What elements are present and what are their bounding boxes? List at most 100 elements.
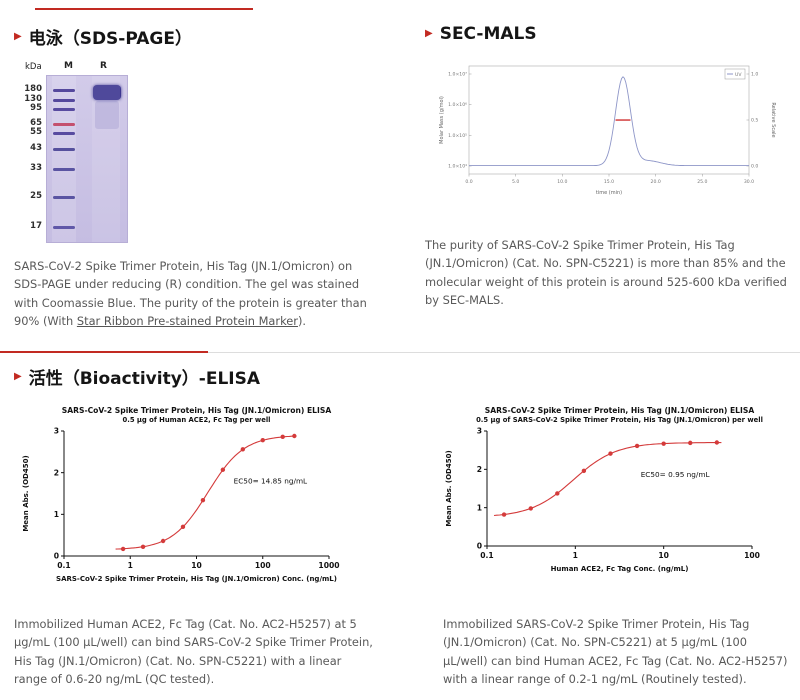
svg-text:2: 2: [54, 468, 59, 477]
svg-text:1: 1: [54, 510, 59, 519]
section-sds-page: ▶ 电泳（SDS-PAGE） kDa M R 180 130 95 65 55 43 33 2…: [14, 24, 406, 331]
section-bioactivity-elisa: ▶ 活性（Bioactivity）-ELISA SARS-CoV-2 Spike…: [14, 364, 800, 689]
svg-text:Molar Mass (g/mol): Molar Mass (g/mol): [439, 96, 445, 144]
svg-text:20.0: 20.0: [651, 179, 661, 185]
svg-text:0.0: 0.0: [465, 179, 472, 185]
sds-page-heading-text: 电泳（SDS-PAGE）: [28, 29, 192, 49]
sec-mals-chart: 1.0×10⁷ 1.0×10⁶ 1.0×10⁵ 1.0×10⁴ 1.0 0.5 0.0 0.0…: [439, 65, 776, 196]
gel-kda-value: 33: [30, 163, 42, 173]
sec-mals-heading-text: SEC-MALS: [439, 24, 537, 44]
elisa-charts-row: SARS-CoV-2 Spike Trimer Protein, His Tag…: [14, 401, 800, 605]
svg-text:3: 3: [477, 427, 482, 436]
gel-kda-value: 17: [30, 221, 42, 231]
svg-text:time (min): time (min): [596, 190, 622, 196]
gel-sample-band: [93, 85, 121, 100]
bioactivity-heading: ▶ 活性（Bioactivity）-ELISA: [14, 364, 800, 389]
gel-plate-image: [46, 75, 128, 243]
section-divider-line: [0, 352, 800, 353]
gel-marker-band: [53, 123, 75, 126]
sds-page-caption: SARS-CoV-2 Spike Trimer Protein, His Tag…: [14, 257, 378, 331]
sds-caption-text-end: ).: [297, 314, 307, 329]
svg-text:UV: UV: [735, 72, 742, 78]
gel-kda-value: 180: [24, 84, 42, 94]
gel-ladder-labels: 180 130 95 65 55 43 33 25 17: [24, 75, 44, 241]
elisa-chart-right: SARS-CoV-2 Spike Trimer Protein, His Tag…: [445, 406, 763, 573]
gel-lane-m-label: M: [64, 61, 73, 71]
bioactivity-heading-text: 活性（Bioactivity）-ELISA: [28, 369, 261, 389]
section-bullet-icon: ▶: [14, 30, 22, 42]
svg-text:10.0: 10.0: [557, 179, 567, 185]
gel-lane-r-label: R: [100, 61, 107, 71]
gel-marker-band: [53, 168, 75, 171]
gel-marker-band: [53, 89, 75, 92]
elisa-caption-left: Immobilized Human ACE2, Fc Tag (Cat. No.…: [14, 617, 373, 687]
gel-header-row: kDa M R: [24, 61, 130, 75]
svg-text:30.0: 30.0: [744, 179, 754, 185]
svg-text:100: 100: [255, 561, 271, 570]
sds-page-heading: ▶ 电泳（SDS-PAGE）: [14, 24, 406, 49]
svg-text:5.0: 5.0: [512, 179, 519, 185]
top-red-divider: [35, 8, 253, 10]
svg-text:25.0: 25.0: [697, 179, 707, 185]
gel-marker-band: [53, 132, 75, 135]
elisa-chart-right-block: SARS-CoV-2 Spike Trimer Protein, His Tag…: [437, 401, 782, 605]
gel-marker-band: [53, 148, 75, 151]
svg-text:1: 1: [477, 503, 482, 512]
elisa-captions-row: Immobilized Human ACE2, Fc Tag (Cat. No.…: [14, 615, 800, 689]
svg-text:Mean Abs. (OD450): Mean Abs. (OD450): [22, 455, 30, 531]
gel-kda-value: 130: [24, 94, 42, 104]
section-bullet-icon: ▶: [14, 370, 22, 382]
svg-text:1.0: 1.0: [751, 72, 758, 78]
svg-text:SARS-CoV-2 Spike Trimer Protei: SARS-CoV-2 Spike Trimer Protein, His Tag…: [56, 575, 337, 583]
svg-text:100: 100: [744, 551, 760, 560]
svg-text:0.5 μg of Human ACE2, Fc Tag p: 0.5 μg of Human ACE2, Fc Tag per well: [123, 416, 271, 424]
sec-mals-heading: ▶ SEC-MALS: [425, 24, 797, 44]
svg-text:1: 1: [573, 551, 578, 560]
sds-caption-text: SARS-CoV-2 Spike Trimer Protein, His Tag…: [14, 259, 367, 329]
svg-text:1.0×10⁶: 1.0×10⁶: [448, 102, 467, 108]
protein-marker-link[interactable]: Star Ribbon Pre-stained Protein Marker: [76, 314, 298, 329]
sds-page-gel-figure: kDa M R 180 130 95 65 55 43 33 25 17: [24, 61, 130, 245]
gel-kda-value: 25: [30, 191, 42, 201]
svg-text:Human ACE2, Fc Tag Conc. (ng/m: Human ACE2, Fc Tag Conc. (ng/mL): [551, 565, 689, 573]
elisa-caption-right: Immobilized SARS-CoV-2 Spike Trimer Prot…: [443, 617, 788, 687]
section-divider-red-accent: [0, 351, 208, 353]
svg-text:0.5: 0.5: [751, 118, 758, 124]
gel-marker-band: [53, 99, 75, 102]
svg-text:0.0: 0.0: [751, 164, 758, 170]
gel-kda-label: kDa: [25, 62, 42, 72]
svg-text:1.0×10⁷: 1.0×10⁷: [448, 72, 467, 78]
svg-text:SARS-CoV-2 Spike Trimer Protei: SARS-CoV-2 Spike Trimer Protein, His Tag…: [62, 406, 332, 415]
svg-text:1000: 1000: [318, 561, 339, 570]
section-sec-mals: ▶ SEC-MALS 1.0×10⁷ 1.0×10⁶ 1.0×10⁵ 1.0×10⁴ 1…: [425, 24, 797, 310]
elisa-chart-left: SARS-CoV-2 Spike Trimer Protein, His Tag…: [22, 406, 340, 583]
svg-text:0: 0: [54, 552, 59, 561]
svg-text:Relative Scale: Relative Scale: [770, 102, 776, 137]
svg-text:1.0×10⁵: 1.0×10⁵: [448, 133, 467, 139]
gel-kda-value: 55: [30, 127, 42, 137]
section-bullet-icon: ▶: [425, 28, 433, 39]
gel-marker-band: [53, 196, 75, 199]
gel-kda-value: 43: [30, 143, 42, 153]
svg-text:10: 10: [191, 561, 202, 570]
svg-text:Mean Abs. (OD450): Mean Abs. (OD450): [445, 450, 453, 526]
gel-sample-smear: [95, 101, 119, 129]
gel-marker-band: [53, 108, 75, 111]
svg-text:1: 1: [128, 561, 133, 570]
svg-text:SARS-CoV-2 Spike Trimer Protei: SARS-CoV-2 Spike Trimer Protein, His Tag…: [485, 406, 755, 415]
gel-kda-value: 95: [30, 103, 42, 113]
gel-marker-band: [53, 226, 75, 229]
sec-mals-caption: The purity of SARS-CoV-2 Spike Trimer Pr…: [425, 238, 787, 308]
svg-text:2: 2: [477, 465, 482, 474]
svg-text:1.0×10⁴: 1.0×10⁴: [448, 164, 467, 170]
svg-text:3: 3: [54, 427, 59, 436]
svg-text:0.1: 0.1: [480, 551, 493, 560]
svg-text:0: 0: [477, 542, 482, 551]
svg-text:EC50= 0.95 ng/mL: EC50= 0.95 ng/mL: [641, 470, 711, 479]
elisa-chart-left-block: SARS-CoV-2 Spike Trimer Protein, His Tag…: [14, 401, 359, 605]
svg-text:15.0: 15.0: [604, 179, 614, 185]
svg-text:EC50= 14.85 ng/mL: EC50= 14.85 ng/mL: [234, 477, 308, 486]
svg-text:10: 10: [658, 551, 669, 560]
svg-text:0.1: 0.1: [57, 561, 70, 570]
